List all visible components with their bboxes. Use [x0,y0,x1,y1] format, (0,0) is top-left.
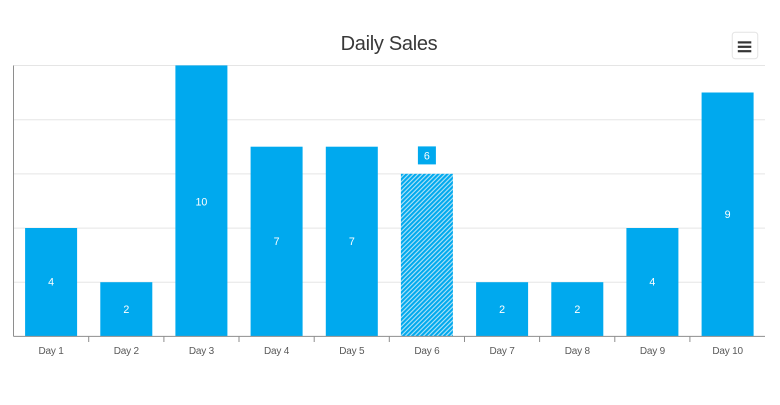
svg-text:2: 2 [499,304,505,316]
svg-text:4: 4 [48,277,54,289]
svg-text:Day 5: Day 5 [339,346,365,357]
svg-text:Day 6: Day 6 [414,346,440,357]
svg-text:Day 4: Day 4 [264,346,290,357]
svg-text:Day 1: Day 1 [39,346,65,357]
svg-text:Day 3: Day 3 [189,346,215,357]
svg-text:Daily Sales: Daily Sales [341,33,438,55]
svg-text:2: 2 [123,304,129,316]
svg-text:10: 10 [195,196,207,208]
svg-text:7: 7 [274,236,280,248]
svg-text:Day 2: Day 2 [114,346,140,357]
svg-text:Day 7: Day 7 [490,346,516,357]
svg-text:4: 4 [649,277,655,289]
svg-text:9: 9 [725,209,731,221]
svg-text:Day 9: Day 9 [640,346,666,357]
svg-text:Day 8: Day 8 [565,346,591,357]
svg-text:2: 2 [574,304,580,316]
svg-text:7: 7 [349,236,355,248]
svg-text:6: 6 [424,150,430,162]
svg-text:Day 10: Day 10 [712,346,743,357]
